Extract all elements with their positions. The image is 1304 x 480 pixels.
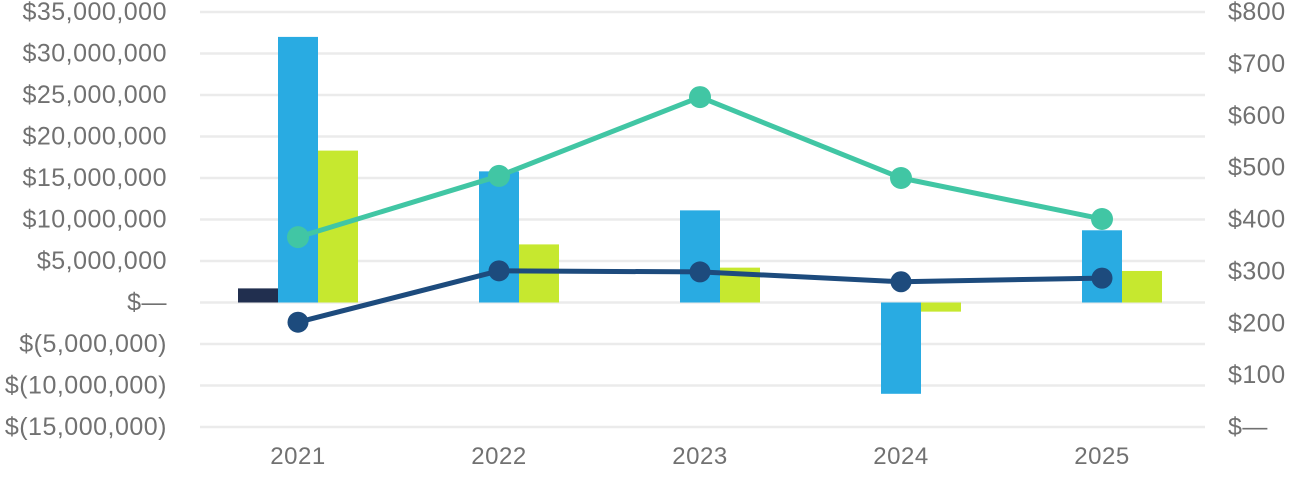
navy-line-marker <box>287 311 309 333</box>
left-axis-tick-label: $— <box>127 289 167 317</box>
teal-line-marker <box>689 86 711 109</box>
blue-bar <box>278 36 318 303</box>
left-axis-tick-label: $30,000,000 <box>22 40 167 68</box>
left-axis-tick-label: $(15,000,000) <box>5 413 167 441</box>
right-axis-tick-label: $400 <box>1228 206 1286 234</box>
left-axis-tick-label: $15,000,000 <box>22 164 167 192</box>
right-axis-tick-label: $600 <box>1228 102 1286 130</box>
blue-bar <box>1082 230 1122 303</box>
right-axis-tick-label: $100 <box>1228 361 1286 389</box>
navy-bar <box>238 288 278 303</box>
teal-line-marker <box>890 167 912 189</box>
x-axis-category-label: 2021 <box>270 443 325 470</box>
navy-line-marker <box>689 261 711 283</box>
right-axis-tick-label: $— <box>1228 413 1268 441</box>
x-axis-category-label: 2023 <box>672 443 727 470</box>
teal-line-marker <box>488 164 510 187</box>
right-axis-tick-label: $500 <box>1228 154 1286 182</box>
left-axis-tick-label: $25,000,000 <box>22 81 167 109</box>
x-axis-category-label: 2022 <box>471 443 526 470</box>
blue-bar <box>479 171 519 303</box>
right-axis-tick-label: $800 <box>1228 0 1286 26</box>
teal-line-marker <box>1091 207 1113 230</box>
right-axis-tick-label: $200 <box>1228 309 1286 337</box>
left-axis-tick-label: $(5,000,000) <box>19 330 167 358</box>
left-axis-tick-label: $5,000,000 <box>37 247 167 275</box>
blue-bar <box>881 302 921 394</box>
navy-line-marker <box>488 260 510 282</box>
left-axis-tick-label: $20,000,000 <box>22 123 167 151</box>
x-axis-category-label: 2024 <box>873 443 928 470</box>
blue-bar <box>680 210 720 303</box>
left-axis-tick-label: $35,000,000 <box>22 0 167 26</box>
teal-line-marker <box>287 226 309 249</box>
x-axis-category-label: 2025 <box>1074 443 1129 470</box>
lime-bar <box>1122 270 1162 303</box>
left-axis-tick-label: $(10,000,000) <box>5 372 167 400</box>
navy-line-marker <box>1091 267 1113 289</box>
lime-bar <box>921 302 961 312</box>
right-axis-tick-label: $700 <box>1228 50 1286 78</box>
right-axis-tick-label: $300 <box>1228 257 1286 285</box>
left-axis-tick-label: $10,000,000 <box>22 206 167 234</box>
navy-line-marker <box>890 271 912 293</box>
